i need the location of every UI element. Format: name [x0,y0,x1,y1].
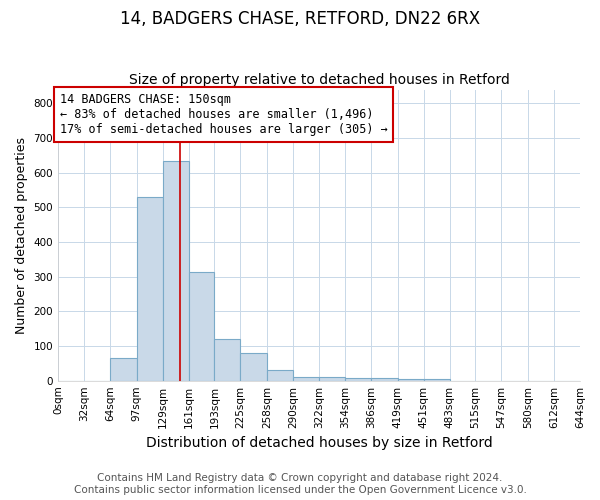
Bar [214,339,241,380]
Bar [398,379,424,380]
Bar [163,160,188,380]
Bar [188,272,214,380]
Bar [267,370,293,380]
Y-axis label: Number of detached properties: Number of detached properties [15,136,28,334]
Bar [345,378,371,380]
Bar [293,376,319,380]
Text: Contains HM Land Registry data © Crown copyright and database right 2024.
Contai: Contains HM Land Registry data © Crown c… [74,474,526,495]
Bar [241,353,267,380]
Text: 14 BADGERS CHASE: 150sqm
← 83% of detached houses are smaller (1,496)
17% of sem: 14 BADGERS CHASE: 150sqm ← 83% of detach… [59,93,388,136]
Bar [371,378,398,380]
Text: 14, BADGERS CHASE, RETFORD, DN22 6RX: 14, BADGERS CHASE, RETFORD, DN22 6RX [120,10,480,28]
Title: Size of property relative to detached houses in Retford: Size of property relative to detached ho… [128,73,509,87]
X-axis label: Distribution of detached houses by size in Retford: Distribution of detached houses by size … [146,436,493,450]
Bar [424,379,449,380]
Bar [319,377,345,380]
Bar [110,358,137,380]
Bar [137,197,163,380]
